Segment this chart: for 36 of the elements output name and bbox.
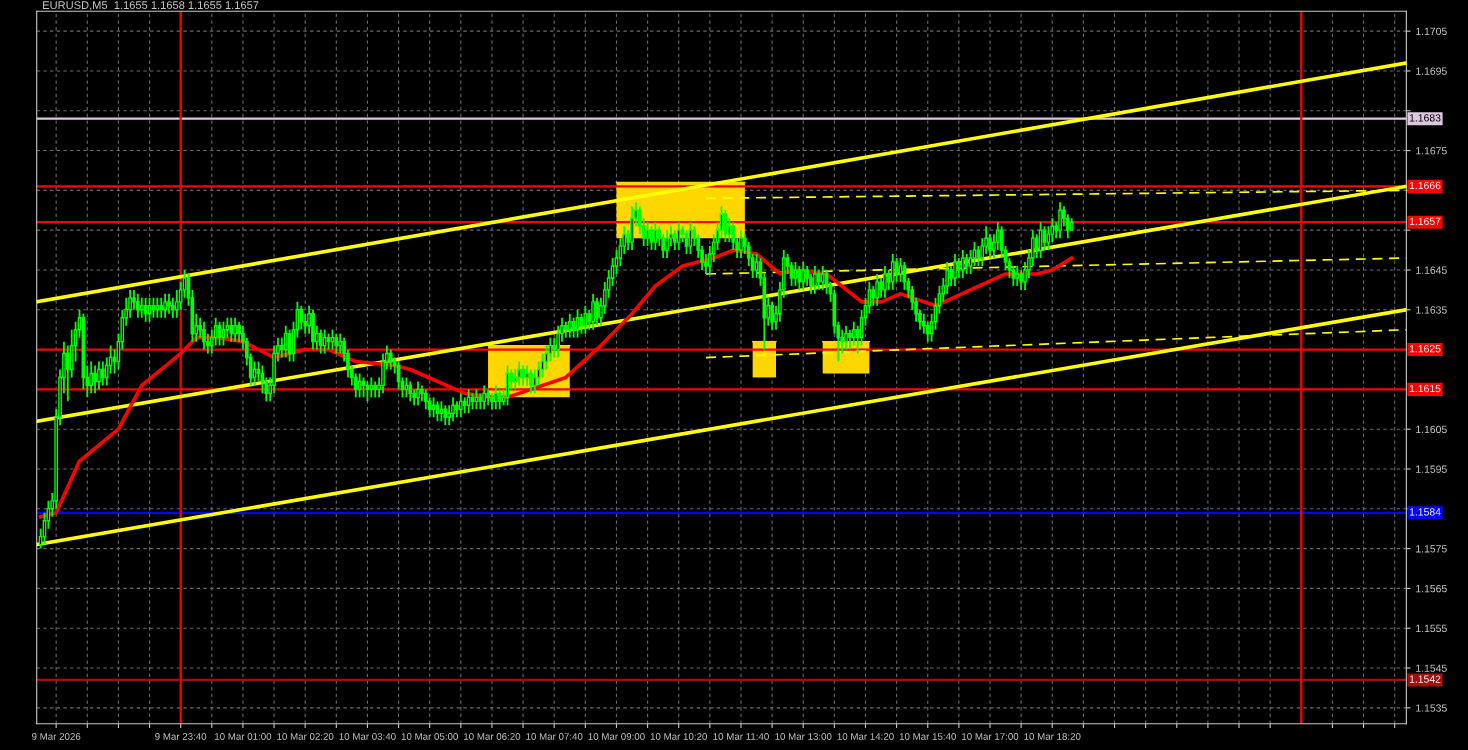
x-tick-label: 10 Mar 02:20 xyxy=(277,733,334,740)
ref-line-label: 1.1625 xyxy=(1409,345,1441,353)
y-tick-label: 1.1535 xyxy=(1416,704,1447,712)
ref-line-label: 1.1584 xyxy=(1409,508,1441,516)
y-tick-label: 1.1545 xyxy=(1416,664,1447,672)
x-tick-label: 10 Mar 06:20 xyxy=(464,733,521,740)
x-tick-label: 10 Mar 15:40 xyxy=(899,733,957,740)
x-tick-label: 10 Mar 11:40 xyxy=(713,733,769,740)
x-tick-label: 10 Mar 09:00 xyxy=(588,733,645,740)
y-tick-label: 1.1635 xyxy=(1416,306,1447,314)
x-tick-label: 10 Mar 03:40 xyxy=(339,733,396,740)
y-tick-label: 1.1555 xyxy=(1416,624,1447,633)
y-tick-label: 1.1575 xyxy=(1416,545,1447,553)
x-tick-label: 10 Mar 17:00 xyxy=(962,733,1019,740)
x-tick-label: 9 Mar 2026 xyxy=(32,733,81,740)
y-tick-label: 1.1695 xyxy=(1416,67,1447,75)
x-tick-label: 10 Mar 13:00 xyxy=(775,733,832,740)
ref-line-label: 1.1666 xyxy=(1409,181,1441,190)
x-tick-label: 10 Mar 14:20 xyxy=(837,733,894,740)
y-tick-label: 1.1645 xyxy=(1416,266,1447,274)
ref-line-label: 1.1615 xyxy=(1409,384,1441,393)
y-tick-label: 1.1565 xyxy=(1416,584,1447,593)
y-tick-label: 1.1595 xyxy=(1416,465,1447,473)
ref-line-label: 1.1657 xyxy=(1409,217,1441,226)
x-tick-label: 10 Mar 05:00 xyxy=(401,733,458,740)
x-tick-label: 10 Mar 01:00 xyxy=(215,733,272,740)
ref-line-label: 1.1542 xyxy=(1409,675,1441,683)
y-tick-label: 1.1675 xyxy=(1416,147,1447,155)
chart-title: EURUSD,M5 1.1655 1.1658 1.1655 1.1657 xyxy=(43,1,259,11)
y-tick-label: 1.1705 xyxy=(1416,27,1447,36)
x-tick-label: 10 Mar 18:20 xyxy=(1024,733,1081,740)
y-tick-label: 1.1605 xyxy=(1416,425,1447,434)
ref-line-label: 1.1683 xyxy=(1409,114,1441,122)
x-tick-label: 9 Mar 23:40 xyxy=(155,733,207,740)
x-tick-label: 10 Mar 10:20 xyxy=(650,733,707,740)
x-tick-label: 10 Mar 07:40 xyxy=(526,733,583,740)
